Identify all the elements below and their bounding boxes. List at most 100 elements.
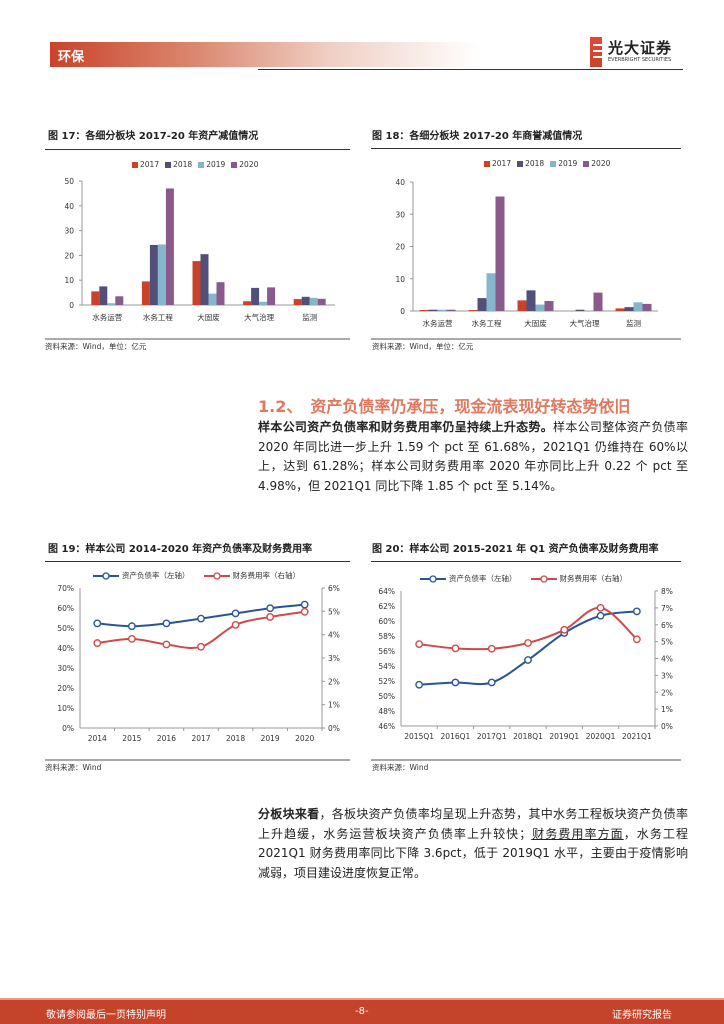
point-2015	[127, 622, 136, 631]
point-2016	[162, 619, 171, 628]
section-heading: 1.2、 资产负债率仍承压，现金流表现好转态势依旧	[258, 397, 631, 416]
right-tick-label: 6%	[328, 584, 340, 593]
paragraph-1-text: 样本公司整体资产负债率 2020 年同比进一步上升 1.59 个 pct 至 6…	[258, 420, 688, 493]
paragraph-2: 分板块来看，各板块资产负债率均呈现上升态势，其中水务工程板块资产负债率上升趋缓，…	[258, 805, 688, 883]
y-tick-label: 20	[64, 251, 74, 260]
bar-2017-监测	[293, 299, 302, 305]
point-2015	[127, 634, 136, 643]
x-tick-label: 2016	[157, 734, 176, 743]
bar-2018-大气治理	[251, 287, 260, 305]
bar-2017-大固废	[517, 300, 527, 311]
legend-swatch	[583, 161, 590, 167]
x-tick-label: 水务运营	[92, 312, 122, 322]
legend-line-marker-icon	[93, 571, 119, 580]
header-divider	[258, 69, 683, 70]
legend-item: 2020	[583, 159, 610, 168]
fig18-title: 图 18：各细分板块 2017-20 年商誉减值情况	[372, 131, 583, 142]
header-section-label: 环保	[58, 50, 85, 65]
left-tick-label: 30%	[57, 664, 74, 673]
point-2018Q1	[524, 639, 532, 647]
left-tick-label: 60%	[57, 604, 74, 613]
left-tick-label: 0%	[62, 724, 74, 733]
bar-2017-水务运营	[419, 310, 429, 311]
fig19-source-divider	[45, 759, 350, 761]
left-tick-label: 62%	[378, 602, 395, 611]
logo-name-en: EVERBRIGHT SECURITIES	[608, 57, 672, 63]
legend-item: 2018	[165, 160, 192, 169]
legend-item: 2018	[517, 159, 544, 168]
point-2018Q1	[524, 656, 532, 664]
point-2019Q1	[560, 625, 569, 634]
right-tick-label: 8%	[661, 587, 673, 596]
right-tick-label: 2%	[328, 677, 340, 686]
point-2020Q1	[596, 603, 605, 612]
bar-2018-水务工程	[149, 244, 158, 305]
fig20-legend: 资产负债率（左轴） 财务费用率（右轴）	[420, 573, 627, 584]
x-tick-label: 2017Q1	[477, 732, 507, 741]
legend-label: 2017	[492, 159, 512, 168]
x-tick-label: 水务工程	[143, 312, 173, 322]
footer-report-type: 证券研究报告	[612, 1010, 672, 1021]
right-tick-label: 1%	[661, 705, 673, 714]
x-tick-label: 监测	[626, 318, 641, 328]
bar-2018-监测	[624, 307, 634, 311]
x-tick-label: 2020Q1	[586, 732, 616, 741]
legend-line-marker-icon	[203, 571, 230, 580]
bar-2020-监测	[642, 303, 652, 311]
bar-2019-水务运营	[437, 309, 447, 311]
legend-label: 2018	[525, 159, 545, 168]
bar-2019-监测	[309, 297, 318, 305]
x-tick-label: 监测	[302, 312, 317, 322]
bar-2019-水务工程	[486, 273, 496, 311]
legend-swatch	[198, 162, 205, 168]
fig17-legend: 2017 2018 2019 2020	[132, 160, 258, 169]
x-tick-label: 2019Q1	[549, 732, 579, 741]
bar-2017-大固废	[192, 261, 201, 305]
everbright-logo: 光大证券 EVERBRIGHT SECURITIES	[590, 37, 685, 67]
left-tick-label: 48%	[378, 707, 395, 716]
left-tick-label: 56%	[378, 647, 395, 656]
point-2018	[231, 620, 240, 629]
bar-2020-大固废	[216, 282, 225, 305]
bar-2017-水务运营	[91, 291, 100, 305]
right-tick-label: 5%	[661, 638, 673, 647]
chart-1	[410, 181, 658, 312]
y-tick-label: 20	[395, 243, 405, 252]
legend-label: 财务费用率（右轴）	[232, 571, 301, 580]
x-tick-label: 2016Q1	[441, 732, 471, 741]
y-tick-label: 30	[64, 227, 74, 236]
point-2021Q1	[632, 635, 641, 644]
right-tick-label: 6%	[661, 621, 673, 630]
left-tick-label: 64%	[378, 587, 395, 596]
y-tick-label: 50	[64, 177, 74, 186]
bar-2018-大气治理	[575, 309, 585, 311]
fig19-source: 资料来源：Wind	[45, 763, 102, 772]
header-section-band: 环保	[50, 42, 480, 67]
fig20-divider	[371, 561, 681, 562]
bar-2019-大固废	[208, 293, 217, 305]
point-2017	[197, 642, 205, 651]
x-tick-label: 大固废	[197, 312, 220, 322]
footer-page-number: -8-	[355, 1006, 369, 1017]
point-2020	[300, 607, 309, 616]
fig17-source: 资料来源：Wind，单位：亿元	[45, 342, 147, 351]
x-tick-label: 水务工程	[472, 318, 502, 328]
legend-line-marker-icon	[530, 574, 557, 583]
fig20-source: 资料来源：Wind	[372, 763, 429, 772]
point-2019	[266, 613, 275, 621]
bar-2018-水务工程	[477, 298, 487, 311]
point-2014	[93, 619, 102, 628]
x-tick-label: 大气治理	[570, 318, 600, 328]
bar-2017-水务工程	[141, 281, 150, 305]
legend-label: 2017	[140, 160, 160, 169]
x-tick-label: 2019	[261, 734, 280, 743]
legend-swatch	[132, 162, 138, 168]
legend-label: 2019	[206, 160, 226, 169]
bar-2020-水务工程	[495, 196, 505, 311]
paragraph-2-underlined: 财务费用率方面	[531, 826, 624, 841]
fig18-source: 资料来源：Wind，单位：亿元	[372, 342, 474, 351]
bar-2020-水务工程	[165, 188, 174, 305]
paragraph-2-lead: 分板块来看	[258, 807, 320, 821]
x-tick-label: 大固废	[524, 318, 547, 328]
bar-2020-大固废	[544, 301, 554, 311]
